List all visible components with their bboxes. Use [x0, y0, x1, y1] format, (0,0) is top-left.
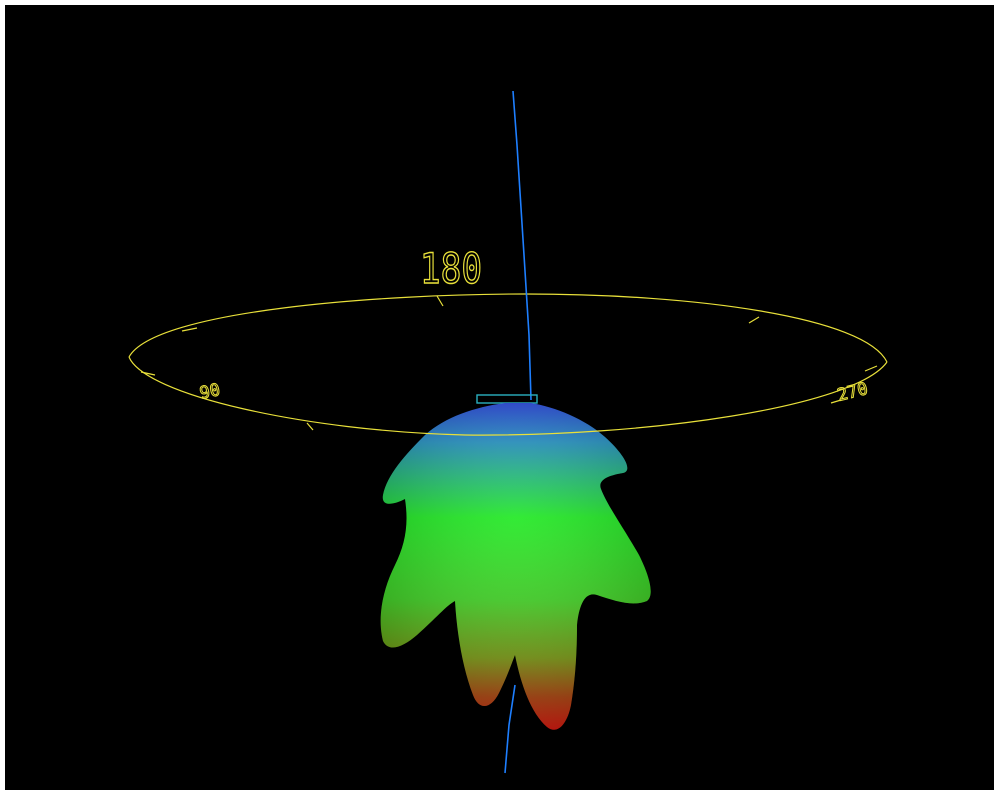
- radiation-pattern-scene[interactable]: 180 90 270: [5, 5, 994, 790]
- radiation-pattern-lobes: [380, 403, 651, 730]
- antenna-feed: [476, 394, 538, 404]
- ring-label-left: 90: [198, 380, 222, 404]
- vertical-axis-lower: [504, 684, 516, 774]
- ring-label-top: 180: [420, 245, 482, 294]
- ring-tick-marks: [140, 295, 878, 431]
- 3d-viewport[interactable]: 180 90 270: [5, 5, 994, 790]
- vertical-axis-upper: [512, 90, 532, 401]
- ring-label-right: 270: [835, 379, 870, 406]
- azimuth-ring-back: [128, 293, 888, 363]
- azimuth-ring-front: [128, 356, 888, 436]
